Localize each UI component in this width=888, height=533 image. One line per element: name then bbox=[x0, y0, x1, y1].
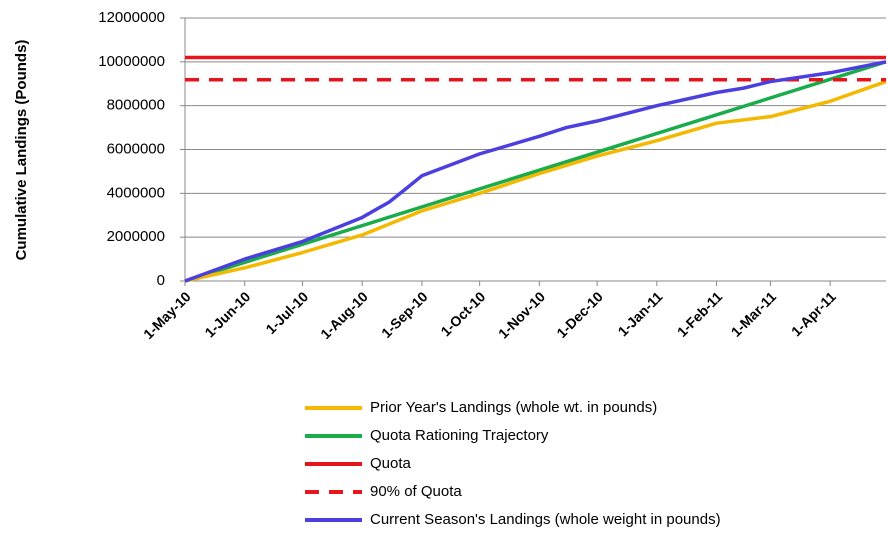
x-tick-label: 1-Nov-10 bbox=[495, 288, 548, 341]
legend-label: Quota Rationing Trajectory bbox=[370, 427, 549, 444]
series-line bbox=[184, 60, 887, 283]
y-tick-label: 2000000 bbox=[107, 228, 165, 245]
x-tick-label: 1-Sep-10 bbox=[378, 288, 431, 341]
series-line bbox=[184, 60, 887, 283]
x-tick-label: 1-Jan-11 bbox=[615, 288, 666, 339]
legend-label: Prior Year's Landings (whole wt. in poun… bbox=[370, 399, 657, 416]
y-tick-label: 12000000 bbox=[98, 9, 165, 26]
x-tick-label: 1-Aug-10 bbox=[317, 288, 371, 342]
y-tick-label: 0 bbox=[157, 272, 165, 289]
x-tick-label: 1-Jun-10 bbox=[201, 288, 253, 340]
x-tick-label: 1-Dec-10 bbox=[553, 288, 606, 341]
y-axis-label: Cumulative Landings (Pounds) bbox=[13, 40, 30, 261]
y-tick-label: 10000000 bbox=[98, 53, 165, 70]
x-tick-label: 1-Oct-10 bbox=[437, 288, 488, 339]
x-tick-label: 1-Mar-11 bbox=[728, 288, 780, 340]
x-tick-label: 1-Feb-11 bbox=[674, 288, 726, 340]
y-tick-label: 8000000 bbox=[107, 97, 165, 114]
x-tick-label: 1-Apr-11 bbox=[788, 288, 839, 339]
y-tick-label: 4000000 bbox=[107, 184, 165, 201]
legend-label: Quota bbox=[370, 455, 412, 472]
legend-label: 90% of Quota bbox=[370, 483, 462, 500]
series-line bbox=[184, 79, 887, 283]
legend-label: Current Season's Landings (whole weight … bbox=[370, 511, 721, 528]
x-tick-label: 1-Jul-10 bbox=[262, 288, 311, 337]
y-tick-label: 6000000 bbox=[107, 140, 165, 157]
x-tick-label: 1-May-10 bbox=[140, 288, 194, 342]
